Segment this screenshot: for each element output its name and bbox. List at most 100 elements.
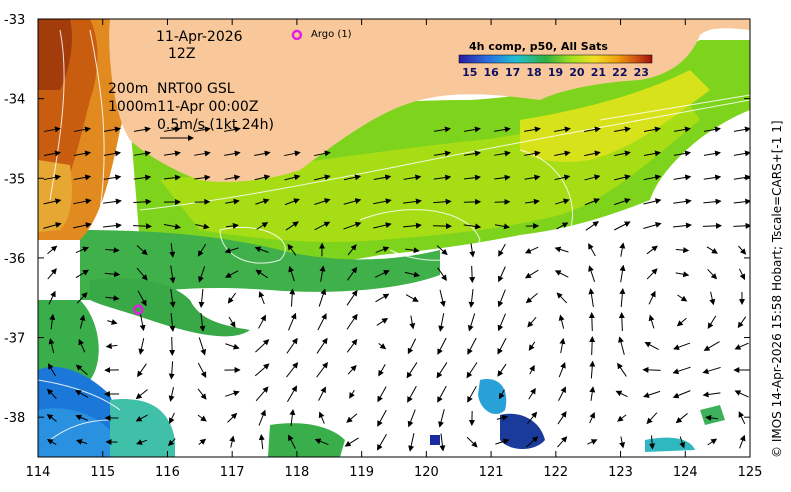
contour-lines — [38, 29, 750, 441]
current-vector — [463, 223, 482, 230]
current-vector — [618, 336, 625, 355]
current-vector — [103, 126, 121, 133]
scale-arrow-label: 0.5m/s (1kt 24h) — [157, 117, 274, 133]
current-vector — [255, 386, 269, 402]
current-vector — [255, 339, 270, 353]
current-vector — [468, 289, 475, 308]
current-vector — [524, 126, 541, 133]
current-vector — [255, 198, 270, 205]
current-vector — [589, 412, 595, 424]
current-vector — [194, 150, 211, 157]
current-vector — [705, 414, 718, 421]
current-vector — [733, 126, 750, 133]
current-vector — [287, 385, 298, 403]
current-vector — [402, 222, 422, 229]
x-tick-label: 114 — [26, 465, 51, 480]
current-vector — [613, 126, 631, 133]
current-vector — [139, 313, 146, 332]
current-vector — [46, 388, 57, 399]
current-vector — [76, 292, 88, 304]
current-vector — [407, 409, 416, 428]
current-vector — [554, 150, 571, 157]
current-vector — [734, 342, 749, 350]
current-vector — [555, 198, 570, 205]
current-vector — [47, 245, 58, 255]
current-vector — [615, 390, 628, 398]
current-vector — [588, 312, 595, 332]
current-vector — [286, 362, 299, 378]
current-vector — [75, 364, 88, 376]
current-vector — [377, 409, 387, 427]
current-vector — [197, 362, 207, 378]
current-vector — [643, 222, 662, 229]
current-vector — [224, 270, 239, 278]
current-vector — [703, 341, 720, 351]
y-tick-label: -35 — [4, 172, 25, 187]
current-vector — [135, 389, 148, 400]
current-vector — [349, 389, 355, 399]
current-vector — [408, 433, 415, 452]
current-vector — [738, 411, 746, 425]
current-vector — [197, 243, 207, 257]
current-vector — [556, 292, 568, 304]
current-vector — [588, 288, 595, 307]
current-vector — [375, 246, 390, 254]
current-vector — [287, 243, 297, 256]
current-vector — [314, 438, 329, 445]
current-vector — [169, 243, 176, 258]
x-tick-label: 115 — [90, 465, 115, 480]
current-vector — [439, 289, 446, 308]
current-vector — [318, 411, 325, 424]
current-vector — [229, 435, 236, 448]
current-vector — [195, 223, 210, 230]
current-vector — [613, 150, 631, 157]
current-vector — [103, 150, 122, 157]
current-vector — [258, 291, 265, 305]
current-vector — [496, 415, 509, 421]
current-vector — [256, 222, 269, 230]
colorbar-tick-label: 16 — [484, 66, 500, 79]
current-vector — [528, 387, 536, 400]
x-tick-label: 119 — [349, 465, 374, 480]
current-vector — [618, 312, 625, 332]
current-vector — [254, 150, 271, 157]
current-vector — [405, 294, 419, 302]
current-vector — [198, 266, 206, 283]
current-vector — [169, 336, 176, 356]
argo-float-marker[interactable] — [291, 29, 303, 41]
current-vector — [675, 271, 690, 278]
current-vector — [138, 338, 145, 355]
current-vector — [498, 389, 505, 400]
current-vector — [707, 268, 718, 280]
current-vector — [284, 174, 301, 181]
current-vector — [75, 414, 88, 421]
current-vector — [528, 341, 536, 351]
current-vector — [497, 363, 507, 377]
current-vector — [524, 150, 541, 157]
x-tick-label: 118 — [284, 465, 309, 480]
current-vector — [49, 313, 56, 330]
current-vector — [409, 315, 416, 330]
current-vector — [589, 336, 596, 356]
argo-float-marker[interactable] — [133, 304, 144, 315]
current-vector — [677, 294, 688, 302]
y-tick-label: -38 — [4, 411, 25, 426]
current-vector — [346, 338, 358, 353]
current-vector — [649, 435, 656, 450]
current-vector — [132, 223, 152, 230]
current-vector — [46, 438, 57, 445]
current-vector — [733, 222, 750, 229]
current-vector — [643, 198, 662, 205]
current-vector — [554, 270, 569, 278]
current-vector — [554, 246, 569, 253]
product-label: NRT00 GSL — [157, 81, 235, 97]
current-vector — [524, 174, 541, 181]
colorbar-tick-label: 22 — [612, 66, 627, 79]
current-vector — [463, 198, 482, 205]
y-tick-label: -37 — [4, 332, 25, 347]
current-vector — [46, 413, 57, 422]
current-vector — [433, 174, 452, 181]
colorbar-tick-label: 23 — [634, 66, 649, 79]
current-vector — [347, 244, 357, 256]
current-vector — [226, 222, 239, 229]
